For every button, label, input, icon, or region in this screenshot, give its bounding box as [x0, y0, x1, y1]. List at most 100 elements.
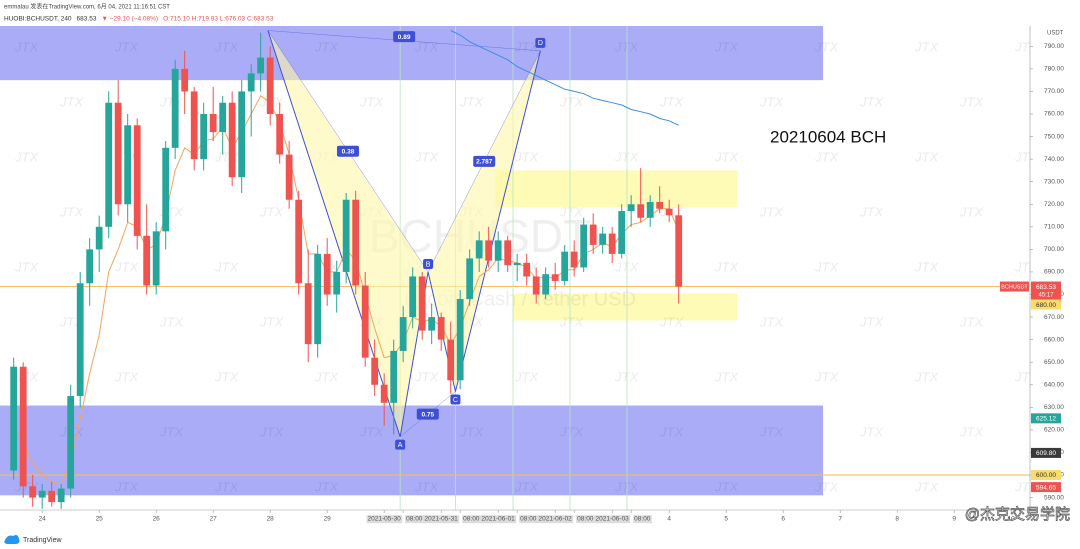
x-label-highlight — [462, 515, 481, 524]
candle-body — [190, 91, 198, 160]
y-tick-label: 760.00 — [1044, 111, 1064, 118]
x-label-highlight — [423, 515, 460, 524]
x-label-highlight — [519, 515, 538, 524]
jtx-watermark: JTX — [859, 314, 884, 329]
candle-body — [114, 102, 122, 205]
candle-body — [665, 208, 673, 216]
candle-body — [228, 102, 236, 178]
candle-body — [390, 350, 398, 403]
brand-name: TradingView — [23, 537, 62, 544]
price-badge — [1031, 299, 1061, 310]
jtx-watermark: JTX — [314, 479, 339, 494]
candle-body — [570, 251, 578, 268]
candle-body — [323, 253, 331, 295]
candle-body — [295, 199, 303, 284]
jtx-watermark: JTX — [414, 149, 439, 164]
jtx-watermark: JTX — [859, 204, 884, 219]
candle-body — [437, 317, 445, 340]
header-field: O:715.10 H:719.93 L:676.03 C:683.53 — [163, 16, 274, 23]
jtx-watermark: JTX — [814, 479, 839, 494]
candle-body — [285, 154, 293, 200]
candle-body — [456, 299, 464, 381]
candle-body — [646, 202, 654, 218]
x-tick-label: 5 — [724, 516, 728, 523]
candle-body — [10, 366, 18, 471]
candle-body — [304, 283, 312, 345]
candle-body — [57, 488, 65, 503]
y-tick-label: 700.00 — [1044, 246, 1064, 253]
candle-body — [171, 68, 179, 148]
brand: TradingView — [4, 535, 62, 544]
pattern-leg — [454, 50, 541, 392]
candle-body — [200, 114, 208, 160]
ratio-label: 0.75 — [421, 411, 434, 418]
x-tick-label: 08:00 — [463, 516, 480, 523]
x-label-highlight — [480, 515, 517, 524]
pattern-leg — [267, 30, 401, 437]
candle-body — [485, 240, 493, 261]
x-tick-label: 29 — [324, 516, 332, 523]
jtx-watermark: JTX — [514, 369, 539, 384]
candle-body — [76, 283, 84, 397]
y-tick-label: 740.00 — [1044, 156, 1064, 163]
jtx-watermark: JTX — [1014, 39, 1039, 54]
ratio-label: 0.38 — [342, 148, 355, 155]
jtx-watermark: JTX — [559, 424, 584, 439]
jtx-watermark: JTX — [14, 39, 39, 54]
candle-body — [342, 199, 350, 272]
y-tick-label: 640.00 — [1044, 381, 1064, 388]
jtx-watermark: JTX — [959, 204, 984, 219]
price-label: 600.00 — [1036, 472, 1056, 479]
jtx-watermark: JTX — [814, 259, 839, 274]
zone — [513, 293, 738, 321]
candle-body — [409, 276, 417, 318]
jtx-watermark: JTX — [814, 149, 839, 164]
jtx-watermark: JTX — [259, 314, 284, 329]
y-tick-label: 660.00 — [1044, 336, 1064, 343]
candle-body — [428, 317, 436, 331]
jtx-watermark: JTX — [1014, 369, 1039, 384]
jtx-watermark: JTX — [714, 39, 739, 54]
symbol-tag-label: BCHUSDT — [1001, 285, 1028, 291]
y-tick-label: 770.00 — [1044, 88, 1064, 95]
jtx-watermark: JTX — [914, 369, 939, 384]
jtx-watermark: JTX — [559, 94, 584, 109]
jtx-watermark: JTX — [559, 204, 584, 219]
price-badge — [1031, 281, 1061, 300]
candle-body — [38, 490, 46, 498]
jtx-watermark: JTX — [114, 479, 139, 494]
y-tick-label: 650.00 — [1044, 359, 1064, 366]
jtx-watermark: JTX — [259, 424, 284, 439]
jtx-watermark: JTX — [114, 369, 139, 384]
candle-body — [399, 317, 407, 351]
candle-body — [599, 233, 607, 245]
candle-body — [48, 490, 56, 503]
candle-body — [494, 240, 502, 261]
point-label: B — [426, 261, 431, 268]
x-tick-label: 08:00 — [406, 516, 423, 523]
x-tick-label: 25 — [96, 516, 104, 523]
candle-body — [143, 235, 151, 286]
x-tick-label: 2021-06-01 — [482, 516, 516, 523]
candle-body — [266, 57, 274, 114]
jtx-watermark: JTX — [959, 314, 984, 329]
jtx-watermark: JTX — [214, 39, 239, 54]
jtx-watermark: JTX — [514, 149, 539, 164]
jtx-watermark: JTX — [759, 204, 784, 219]
jtx-watermark: JTX — [14, 149, 39, 164]
candle-body — [29, 486, 37, 498]
jtx-watermark: JTX — [214, 149, 239, 164]
jtx-watermark: JTX — [714, 259, 739, 274]
zone — [0, 405, 824, 496]
x-tick-label: 2021-06-03 — [596, 516, 630, 523]
y-tick-label: 710.00 — [1044, 224, 1064, 231]
price-label: 594.65 — [1036, 484, 1056, 491]
jtx-watermark: JTX — [459, 94, 484, 109]
jtx-watermark: JTX — [859, 94, 884, 109]
plot-area: BCHUSDTBitcoin Cash / Tether USDJTXJTXJT… — [0, 26, 1039, 510]
x-tick-label: 28 — [267, 516, 275, 523]
x-tick-label: 08:00 — [634, 516, 651, 523]
jtx-watermark: JTX — [1014, 259, 1039, 274]
price-label: 609.80 — [1036, 450, 1056, 457]
